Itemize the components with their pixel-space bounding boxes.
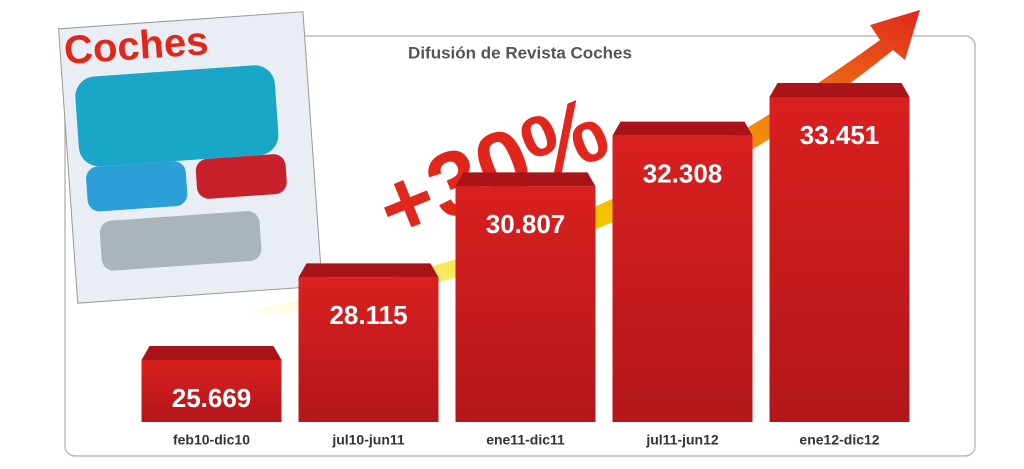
bar-top [769, 83, 910, 97]
value-label: 25.669 [172, 383, 252, 413]
frame [64, 35, 976, 457]
bar [769, 97, 910, 422]
value-label: 28.115 [329, 300, 407, 330]
bar [298, 277, 439, 422]
chart-title: Difusión de Revista Coches [408, 43, 632, 62]
value-label: 30.807 [486, 209, 566, 239]
bar [455, 186, 596, 422]
x-tick-label: jul10-jun11 [331, 432, 405, 448]
value-label: 32.308 [643, 159, 723, 189]
x-tick-label: jul11-jun12 [645, 432, 719, 448]
magazine-cover: Coches [57, 11, 323, 304]
x-tick-label: ene12-dic12 [799, 432, 879, 448]
bar-top [298, 263, 439, 278]
bar [141, 360, 282, 422]
x-tick-label: feb10-dic10 [173, 432, 250, 448]
cover-title: Coches [63, 19, 210, 73]
x-tick-label: ene11-dic11 [486, 432, 565, 448]
bar-top [455, 172, 596, 187]
bar [612, 135, 753, 422]
value-label: 33.451 [800, 120, 880, 150]
bar-top [141, 346, 282, 360]
bar-top [612, 121, 753, 136]
